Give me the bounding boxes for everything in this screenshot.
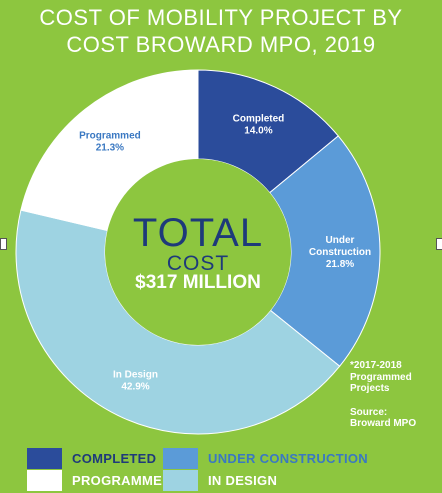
- legend-swatch-completed: [27, 448, 62, 469]
- slice-value-completed: 14.0%: [244, 126, 272, 137]
- center-cost-label: COST: [167, 252, 229, 275]
- slice-label-in-design-0: In Design: [113, 370, 158, 381]
- footnote: *2017-2018 Programmed Projects Source: B…: [350, 360, 416, 430]
- footnote-line-3: Projects: [350, 383, 390, 394]
- source-label: Source:: [350, 406, 388, 418]
- slice-label-under-construction-0: Under: [326, 235, 355, 246]
- slice-value-in-design: 42.9%: [121, 382, 149, 393]
- legend-label-under-construction: UNDER CONSTRUCTION: [208, 451, 368, 466]
- footnote-line-2: Programmed: [350, 371, 412, 383]
- legend-swatch-under-construction: [163, 448, 198, 469]
- center-total-label: TOTAL: [133, 211, 263, 255]
- legend-swatch-programmed: [27, 470, 62, 491]
- legend-label-in-design: IN DESIGN: [208, 473, 278, 488]
- legend-label-completed: COMPLETED: [72, 451, 157, 466]
- slice-value-programmed: 21.3%: [96, 143, 124, 154]
- slice-value-under-construction: 21.8%: [326, 259, 354, 270]
- legend-label-programmed: PROGRAMMED: [72, 473, 172, 488]
- chart-title-line-1: COST OF MOBILITY PROJECT BY: [39, 5, 403, 30]
- legend: COMPLETED UNDER CONSTRUCTION PROGRAMMED …: [0, 440, 442, 493]
- legend-item-under-construction: UNDER CONSTRUCTION: [163, 448, 368, 469]
- center-total-value: $317 MILLION: [135, 272, 261, 293]
- footnote-line-1: *2017-2018: [350, 360, 402, 371]
- slice-label-under-construction-1: Construction: [309, 247, 371, 258]
- legend-item-in-design: IN DESIGN: [163, 470, 277, 491]
- chart-title: COST OF MOBILITY PROJECT BY COST BROWARD…: [0, 4, 442, 58]
- left-resize-handle[interactable]: [0, 238, 7, 250]
- legend-item-completed: COMPLETED: [27, 448, 156, 469]
- donut-hole: [105, 159, 291, 345]
- slice-label-programmed-0: Programmed: [79, 131, 141, 142]
- legend-swatch-in-design: [163, 470, 198, 491]
- source-value: Broward MPO: [350, 418, 417, 429]
- chart-title-line-2: COST BROWARD MPO, 2019: [66, 32, 376, 57]
- legend-item-programmed: PROGRAMMED: [27, 470, 172, 491]
- slice-label-completed-0: Completed: [233, 114, 285, 125]
- right-resize-handle[interactable]: [436, 238, 442, 250]
- donut-slices: [15, 69, 381, 435]
